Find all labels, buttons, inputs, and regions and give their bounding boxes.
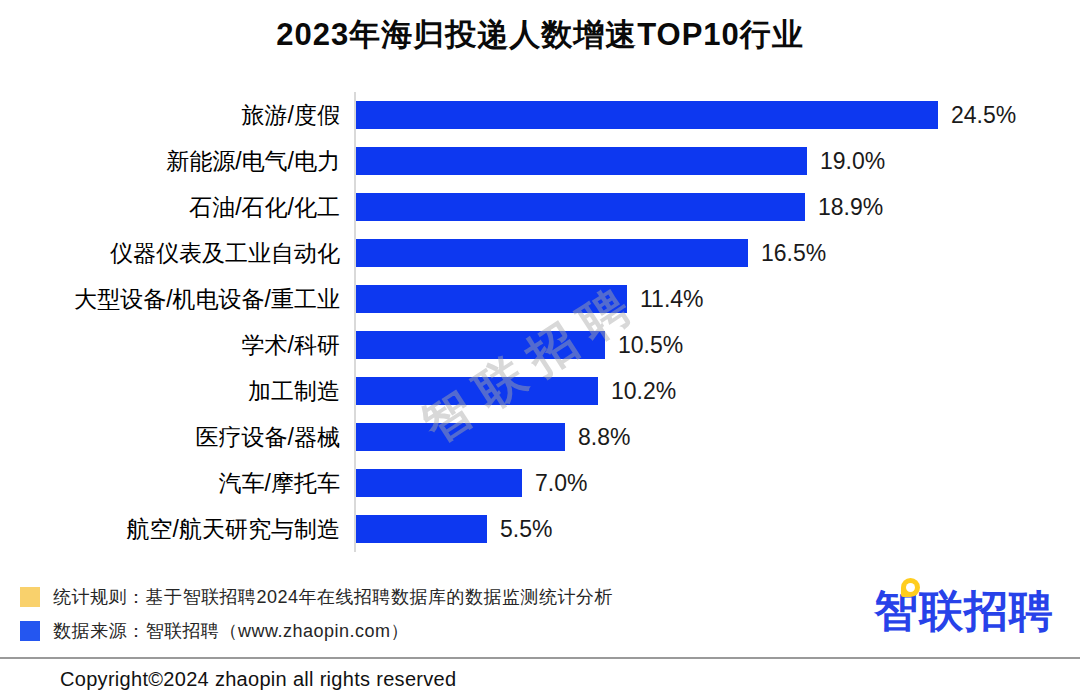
category-label: 旅游/度假 xyxy=(0,100,354,131)
category-label: 汽车/摩托车 xyxy=(0,468,354,499)
bar xyxy=(356,423,565,451)
bar-row: 新能源/电气/电力 19.0% xyxy=(0,138,1080,184)
bar-track: 19.0% xyxy=(354,138,1080,184)
bar-row: 大型设备/机电设备/重工业 11.4% xyxy=(0,276,1080,322)
bar xyxy=(356,147,807,175)
bar-track: 5.5% xyxy=(354,506,1080,552)
bar xyxy=(356,515,487,543)
value-label: 11.4% xyxy=(640,286,704,313)
pin-hole xyxy=(906,583,915,592)
page-title: 2023年海归投递人数增速TOP10行业 xyxy=(0,14,1080,56)
legend-rules-text: 统计规则：基于智联招聘2024年在线招聘数据库的数据监测统计分析 xyxy=(53,585,613,609)
category-label: 新能源/电气/电力 xyxy=(0,146,354,177)
bar-row: 石油/石化/化工 18.9% xyxy=(0,184,1080,230)
category-label: 仪器仪表及工业自动化 xyxy=(0,238,354,269)
blue-square-icon xyxy=(20,621,40,641)
value-label: 16.5% xyxy=(761,240,826,267)
location-pin-icon xyxy=(901,578,920,597)
bar-track: 16.5% xyxy=(354,230,1080,276)
bar xyxy=(356,239,748,267)
bar xyxy=(356,193,805,221)
bar xyxy=(356,469,522,497)
legend-source-text: 数据来源：智联招聘（www.zhaopin.com） xyxy=(53,619,409,643)
bar-row: 汽车/摩托车 7.0% xyxy=(0,460,1080,506)
category-label: 大型设备/机电设备/重工业 xyxy=(0,284,354,315)
bar-chart: 旅游/度假 24.5% 新能源/电气/电力 19.0% 石油/石化/化工 18.… xyxy=(0,92,1080,552)
value-label: 18.9% xyxy=(818,194,883,221)
category-label: 航空/航天研究与制造 xyxy=(0,514,354,545)
copyright-text: Copyright©2024 zhaopin all rights reserv… xyxy=(60,668,456,691)
bar-track: 10.2% xyxy=(354,368,1080,414)
bar xyxy=(356,101,938,129)
category-label: 学术/科研 xyxy=(0,330,354,361)
bar-track: 24.5% xyxy=(354,92,1080,138)
bar-track: 7.0% xyxy=(354,460,1080,506)
value-label: 10.2% xyxy=(611,378,676,405)
value-label: 8.8% xyxy=(578,424,630,451)
bar-track: 18.9% xyxy=(354,184,1080,230)
value-label: 10.5% xyxy=(618,332,683,359)
category-label: 石油/石化/化工 xyxy=(0,192,354,223)
value-label: 24.5% xyxy=(951,102,1016,129)
bar-row: 航空/航天研究与制造 5.5% xyxy=(0,506,1080,552)
bar-row: 学术/科研 10.5% xyxy=(0,322,1080,368)
value-label: 19.0% xyxy=(820,148,885,175)
category-label: 医疗设备/器械 xyxy=(0,422,354,453)
bar-row: 仪器仪表及工业自动化 16.5% xyxy=(0,230,1080,276)
footer-divider xyxy=(0,657,1080,659)
yellow-square-icon xyxy=(20,587,40,607)
value-label: 7.0% xyxy=(535,470,587,497)
bar-track: 10.5% xyxy=(354,322,1080,368)
bar xyxy=(356,285,627,313)
category-label: 加工制造 xyxy=(0,376,354,407)
bar-track: 8.8% xyxy=(354,414,1080,460)
bar-row: 旅游/度假 24.5% xyxy=(0,92,1080,138)
bar-row: 医疗设备/器械 8.8% xyxy=(0,414,1080,460)
bar xyxy=(356,377,598,405)
bar-row: 加工制造 10.2% xyxy=(0,368,1080,414)
value-label: 5.5% xyxy=(500,516,552,543)
zhaopin-logo: 智联招聘 xyxy=(874,582,1054,641)
bar xyxy=(356,331,605,359)
bar-track: 11.4% xyxy=(354,276,1080,322)
